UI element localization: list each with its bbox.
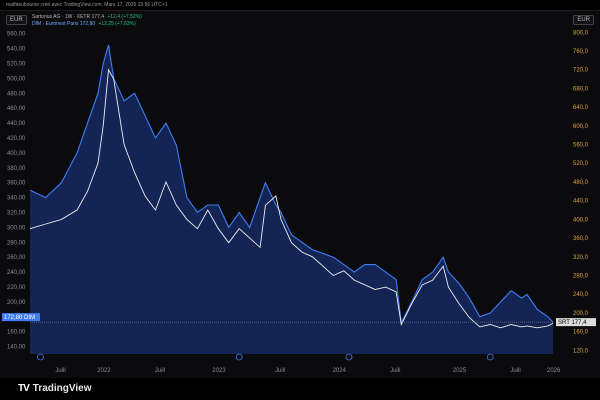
y-left-tick: 420,00 bbox=[7, 136, 26, 142]
y-left-tick: 460,00 bbox=[7, 106, 26, 112]
legend-series-2-value: 172,80 bbox=[79, 21, 96, 27]
dim-series-line bbox=[29, 44, 554, 325]
y-right-tick: 760,0 bbox=[573, 49, 589, 55]
chart-attribution: mathieubourse créé avec TradingView.com,… bbox=[6, 2, 168, 8]
y-left-tick: 320,00 bbox=[7, 210, 26, 216]
y-left-tick: 520,00 bbox=[7, 62, 26, 68]
y-right-tick: 280,0 bbox=[573, 273, 589, 279]
y-right-tick: 160,0 bbox=[573, 330, 589, 336]
x-axis-tick: 2026 bbox=[547, 368, 561, 374]
event-marker-icon bbox=[37, 353, 44, 361]
x-axis-tick: 2024 bbox=[333, 368, 347, 374]
sartorius-series-line bbox=[29, 68, 554, 329]
legend-series-2-change: +12,25 (+7,63%) bbox=[98, 21, 136, 27]
x-axis-tick: Juill bbox=[55, 368, 65, 374]
y-right-tick: 240,0 bbox=[573, 292, 589, 298]
y-right-tick: 560,0 bbox=[573, 143, 589, 149]
y-right-tick: 720,0 bbox=[573, 68, 589, 74]
y-left-tick: 540,00 bbox=[7, 47, 26, 53]
x-axis-tick: 2022 bbox=[97, 368, 111, 374]
y-left-tick: 400,00 bbox=[7, 151, 26, 157]
legend-series-1-change: +12,4 (+7,52%) bbox=[107, 14, 142, 20]
event-marker-icon bbox=[235, 353, 243, 361]
x-axis-tick: Juill bbox=[510, 368, 520, 374]
y-left-tick: 200,00 bbox=[7, 300, 26, 306]
y-right-tick: 400,0 bbox=[573, 217, 589, 223]
y-left-tick: 240,00 bbox=[7, 270, 26, 276]
y-left-tick: 380,00 bbox=[7, 166, 26, 172]
srt-last-value: SRT 177,4 bbox=[558, 320, 587, 326]
x-axis-tick: 2025 bbox=[453, 368, 467, 374]
y-right-tick: 360,0 bbox=[573, 236, 589, 242]
x-axis-tick: Juill bbox=[275, 368, 285, 374]
y-right-tick: 200,0 bbox=[573, 311, 589, 317]
x-axis-tick: Juill bbox=[390, 368, 400, 374]
y-left-tick: 220,00 bbox=[7, 285, 26, 291]
dim-last-value: 172,80 DIM bbox=[4, 315, 35, 321]
y-right-tick: 800,0 bbox=[573, 30, 589, 36]
y-right-tick: 480,0 bbox=[573, 180, 589, 186]
legend-series-2-name: DIM · Euronext Paris bbox=[32, 21, 79, 27]
y-right-tick: 320,0 bbox=[573, 255, 589, 261]
footer-bar bbox=[0, 378, 600, 400]
dim-area bbox=[30, 44, 553, 355]
y-right-tick: 600,0 bbox=[573, 124, 589, 130]
y-right-tick: 640,0 bbox=[573, 105, 589, 111]
y-left-tick: 140,00 bbox=[7, 345, 26, 351]
legend-series-1-value: 177,4 bbox=[91, 14, 104, 20]
x-axis-tick: 2023 bbox=[212, 368, 226, 374]
dim-last-value-bg bbox=[2, 313, 40, 322]
legend-series-2[interactable]: DIM · Euronext Paris 172,80 +12,25 (+7,6… bbox=[32, 21, 142, 28]
y-left-tick: 340,00 bbox=[7, 196, 26, 202]
chart-legend: Sartorius AG · 1W · XETR 177,4 +12,4 (+7… bbox=[32, 14, 142, 28]
y-left-tick: 500,00 bbox=[7, 76, 26, 82]
y-left-tick: 160,00 bbox=[7, 330, 26, 336]
brand[interactable]: TV TradingView bbox=[18, 383, 92, 394]
event-marker-icon bbox=[345, 353, 353, 361]
y-left-tick: 300,00 bbox=[7, 225, 26, 231]
legend-series-1-name: Sartorius AG · 1W · XETR bbox=[32, 14, 91, 20]
y-left-tick: 560,00 bbox=[7, 32, 26, 38]
y-right-tick: 120,0 bbox=[573, 348, 589, 354]
srt-last-value-bg bbox=[556, 318, 596, 327]
y-right-tick: 520,0 bbox=[573, 161, 589, 167]
y-left-tick: 360,00 bbox=[7, 181, 26, 187]
legend-series-1[interactable]: Sartorius AG · 1W · XETR 177,4 +12,4 (+7… bbox=[32, 14, 142, 21]
tradingview-logo-icon: TV bbox=[18, 383, 30, 394]
brand-name: TradingView bbox=[32, 383, 92, 394]
y-left-tick: 440,00 bbox=[7, 121, 26, 127]
y-left-tick: 480,00 bbox=[7, 91, 26, 97]
y-left-tick: 280,00 bbox=[7, 240, 26, 246]
y-right-tick: 440,0 bbox=[573, 199, 589, 205]
right-currency-label[interactable]: EUR bbox=[573, 15, 594, 25]
event-marker-icon bbox=[486, 353, 494, 361]
y-left-tick: 260,00 bbox=[7, 255, 26, 261]
left-currency-label[interactable]: EUR bbox=[6, 15, 27, 25]
x-axis-tick: Juill bbox=[155, 368, 165, 374]
y-right-tick: 680,0 bbox=[573, 86, 589, 92]
